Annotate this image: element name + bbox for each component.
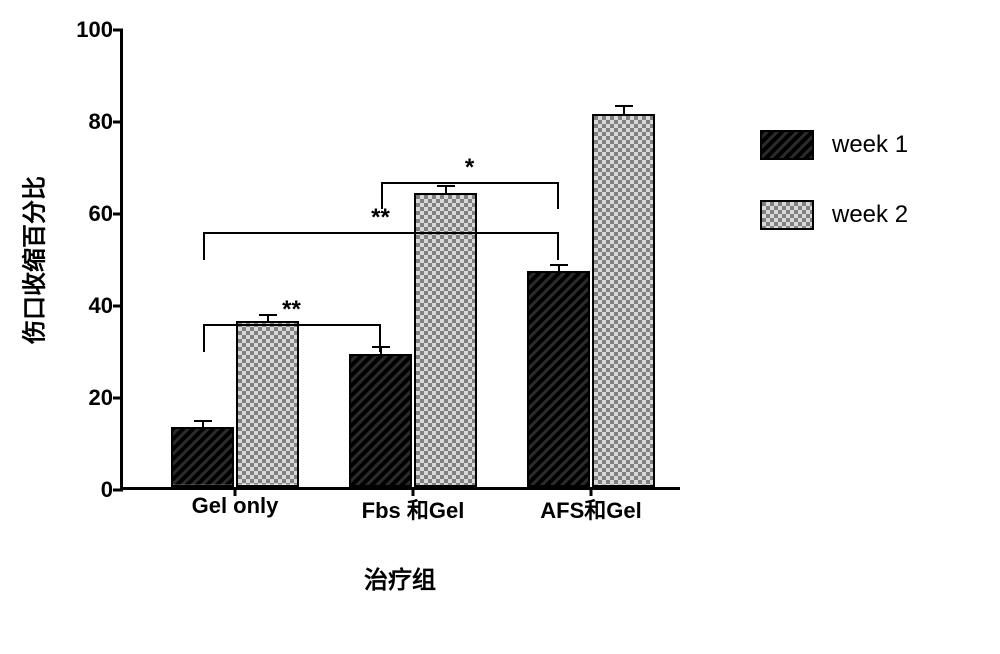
sig-bracket-line: [379, 324, 381, 352]
legend-item: week 1: [760, 130, 908, 160]
y-tick-label: 100: [76, 17, 123, 43]
error-cap: [437, 185, 455, 187]
sig-bracket-line: [203, 324, 381, 326]
x-axis-title: 治疗组: [364, 560, 436, 595]
error-cap: [372, 346, 390, 348]
legend-item: week 2: [760, 200, 908, 230]
legend-label: week 2: [832, 201, 908, 229]
plot-area: 0 20 40 60 80 100 Gel only Fbs 和Gel AFS和…: [120, 30, 680, 490]
legend-swatch-icon: [760, 200, 814, 230]
legend-swatch-icon: [760, 130, 814, 160]
bar-fill-icon: [173, 429, 232, 485]
sig-bracket-line: [557, 232, 559, 260]
y-tick-label: 60: [89, 201, 123, 227]
sig-bracket-line: [203, 232, 559, 234]
sig-bracket-line: [203, 324, 205, 352]
y-tick-label: 0: [101, 477, 123, 503]
sig-bracket-line: [557, 182, 559, 210]
error-cap: [259, 314, 277, 316]
bar: [236, 321, 299, 487]
error-cap: [615, 105, 633, 107]
x-tick-label: Gel only: [192, 487, 279, 519]
x-tick-label: Fbs 和Gel: [362, 487, 465, 525]
sig-bracket-line: [381, 182, 383, 210]
sig-label: *: [465, 154, 474, 182]
bar-fill-icon: [238, 323, 297, 485]
bar: [349, 354, 412, 487]
y-tick-label: 40: [89, 293, 123, 319]
legend-label: week 1: [832, 131, 908, 159]
legend: week 1 week 2: [760, 130, 908, 270]
error-cap: [194, 420, 212, 422]
x-tick-label: AFS和Gel: [540, 487, 641, 525]
sig-bracket-line: [381, 182, 559, 184]
bar-fill-icon: [529, 273, 588, 485]
bar: [414, 193, 477, 487]
bar-fill-icon: [351, 356, 410, 485]
y-tick-label: 80: [89, 109, 123, 135]
error-cap: [550, 264, 568, 266]
sig-label: **: [282, 296, 301, 324]
bar-fill-icon: [416, 195, 475, 485]
bar: [527, 271, 590, 487]
y-tick-label: 20: [89, 385, 123, 411]
y-axis-title: 伤口收缩百分比: [15, 176, 50, 344]
bar: [592, 114, 655, 487]
sig-bracket-line: [203, 232, 205, 260]
bar: [171, 427, 234, 487]
bar-fill-icon: [594, 116, 653, 485]
